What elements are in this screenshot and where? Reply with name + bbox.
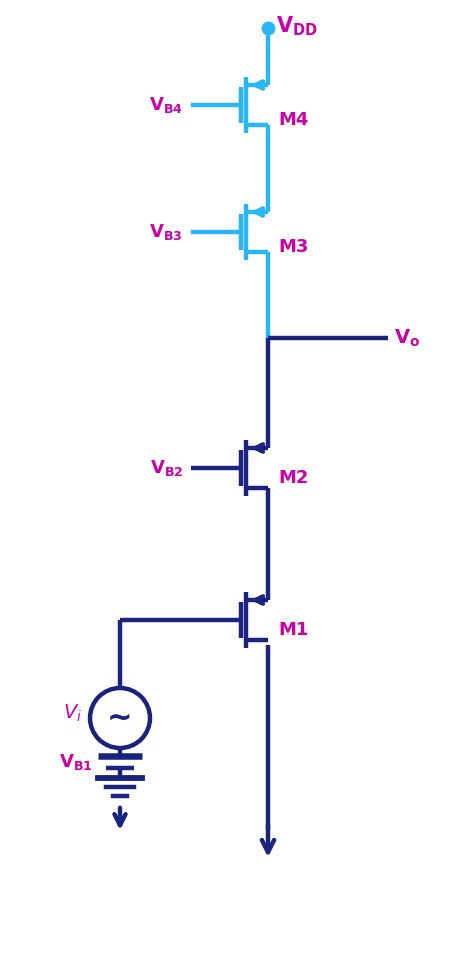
Text: $\mathit{V_i}$: $\mathit{V_i}$ — [63, 702, 82, 724]
Text: $\mathbf{V}_{\mathbf{B3}}$: $\mathbf{V}_{\mathbf{B3}}$ — [149, 222, 183, 242]
Text: $\mathbf{V}_{\mathbf{B1}}$: $\mathbf{V}_{\mathbf{B1}}$ — [59, 752, 93, 772]
Text: M4: M4 — [278, 111, 309, 129]
Text: $\mathbf{V}_{\mathbf{B4}}$: $\mathbf{V}_{\mathbf{B4}}$ — [149, 95, 183, 115]
Text: $\mathbf{V}_{\mathbf{B2}}$: $\mathbf{V}_{\mathbf{B2}}$ — [149, 458, 183, 478]
Text: ~: ~ — [107, 703, 133, 732]
Text: M1: M1 — [278, 621, 309, 639]
Text: $\mathbf{V}_{\mathbf{DD}}$: $\mathbf{V}_{\mathbf{DD}}$ — [276, 14, 318, 37]
Text: $\mathbf{V}_{\mathbf{o}}$: $\mathbf{V}_{\mathbf{o}}$ — [394, 328, 420, 349]
Text: M3: M3 — [278, 238, 309, 256]
Text: M2: M2 — [278, 469, 309, 487]
